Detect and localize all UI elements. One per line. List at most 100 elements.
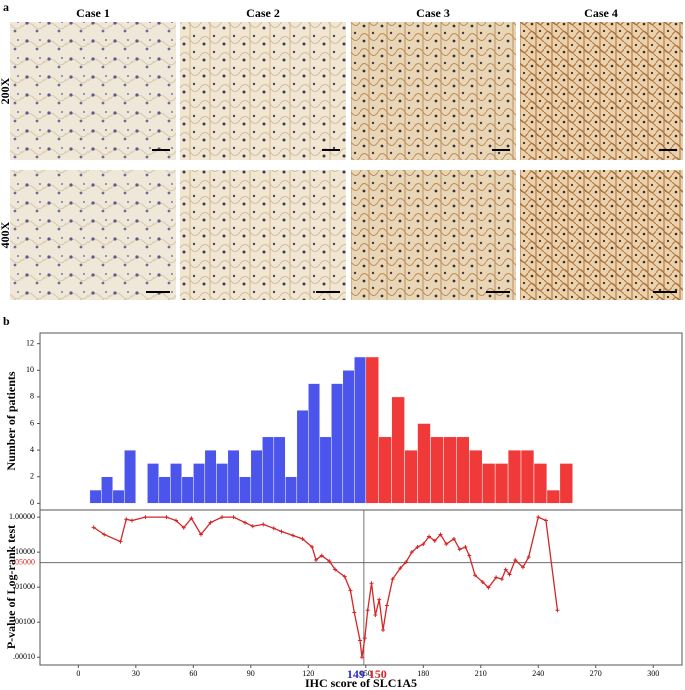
x-tick-label: 180 <box>417 669 429 678</box>
bar <box>124 449 137 504</box>
marker <box>444 542 449 547</box>
micrograph <box>10 22 176 160</box>
cutoff-label: 150 <box>369 667 387 681</box>
y-tick-label: 1.00000 <box>9 512 35 521</box>
x-axis-title: IHC score of SLC1A5 <box>305 676 417 690</box>
micrograph-grid <box>10 22 683 300</box>
y-tick-label: 4 <box>30 445 34 454</box>
marker <box>189 516 194 521</box>
y-tick-label: .00010 <box>13 652 35 661</box>
y-tick-label: 2 <box>30 472 34 481</box>
y-axis-title: Number of patients <box>4 371 18 470</box>
marker <box>398 566 403 571</box>
marker <box>243 520 248 525</box>
y-tick-label: .00100 <box>13 617 35 626</box>
bar <box>158 476 171 504</box>
marker <box>310 545 315 550</box>
micrograph <box>520 22 683 160</box>
row-header: 400X <box>0 221 12 248</box>
y-tick-label: .10000 <box>13 547 35 556</box>
micrograph <box>520 170 683 300</box>
marker <box>421 542 426 547</box>
x-tick-label: 150 <box>360 669 372 678</box>
marker <box>118 539 123 544</box>
marker <box>359 655 364 660</box>
bar <box>273 436 286 504</box>
x-tick-label: 240 <box>532 669 544 678</box>
column-header: Case 3 <box>416 6 450 20</box>
marker <box>362 636 367 641</box>
marker <box>198 532 203 537</box>
marker <box>432 538 437 543</box>
bar <box>391 396 405 504</box>
scale-bars <box>146 149 677 293</box>
marker <box>384 603 389 608</box>
marker <box>271 526 276 531</box>
bar <box>227 449 240 504</box>
panel-label: a <box>3 0 9 14</box>
bar <box>216 463 229 504</box>
marker <box>373 613 378 618</box>
micrograph <box>351 22 516 160</box>
marker <box>438 532 443 537</box>
reference-label: .05000 <box>13 558 35 567</box>
marker <box>520 565 525 570</box>
marker <box>369 581 374 586</box>
bar <box>101 476 114 504</box>
marker <box>377 597 382 602</box>
bar <box>239 476 252 504</box>
marker <box>503 567 508 572</box>
y-tick-label: 6 <box>30 418 34 427</box>
plot-frame <box>39 332 683 666</box>
marker <box>313 557 318 562</box>
bar <box>147 463 160 504</box>
marker <box>174 518 179 523</box>
marker <box>463 545 468 550</box>
x-tick-label: 30 <box>132 669 140 678</box>
bar <box>481 463 496 504</box>
marker <box>279 529 284 534</box>
marker <box>342 574 347 579</box>
column-header: Case 4 <box>584 6 618 20</box>
bar <box>89 489 102 504</box>
bar <box>546 489 561 504</box>
x-tick-label: 60 <box>189 669 197 678</box>
marker <box>415 545 420 550</box>
x-tick-label: 120 <box>302 669 314 678</box>
marker <box>300 536 305 541</box>
micrograph <box>10 170 176 300</box>
bar <box>469 449 483 504</box>
cutoff-label: 149 <box>347 667 365 681</box>
x-tick-label: 300 <box>647 669 659 678</box>
marker <box>91 525 96 530</box>
marker <box>536 515 541 520</box>
marker <box>319 553 324 558</box>
bar <box>404 449 418 504</box>
micrograph <box>180 170 346 300</box>
x-tick-label: 90 <box>247 669 255 678</box>
marker <box>143 515 148 520</box>
marker <box>124 517 129 522</box>
marker <box>164 515 169 520</box>
marker <box>457 547 462 552</box>
x-tick-label: 270 <box>590 669 602 678</box>
y-tick-label: 10 <box>26 365 34 374</box>
bar <box>285 476 298 504</box>
marker <box>231 515 236 520</box>
bar <box>378 436 392 504</box>
marker <box>102 532 107 537</box>
marker <box>555 608 560 613</box>
bar <box>331 383 344 504</box>
bar <box>181 476 194 504</box>
marker <box>333 567 338 572</box>
bar <box>559 463 574 504</box>
bar <box>507 449 522 504</box>
marker <box>494 575 499 580</box>
marker <box>352 610 357 615</box>
marker <box>365 608 370 613</box>
row-header: 200X <box>0 77 12 104</box>
bar <box>308 383 321 504</box>
marker <box>499 577 504 582</box>
marker <box>473 573 478 578</box>
